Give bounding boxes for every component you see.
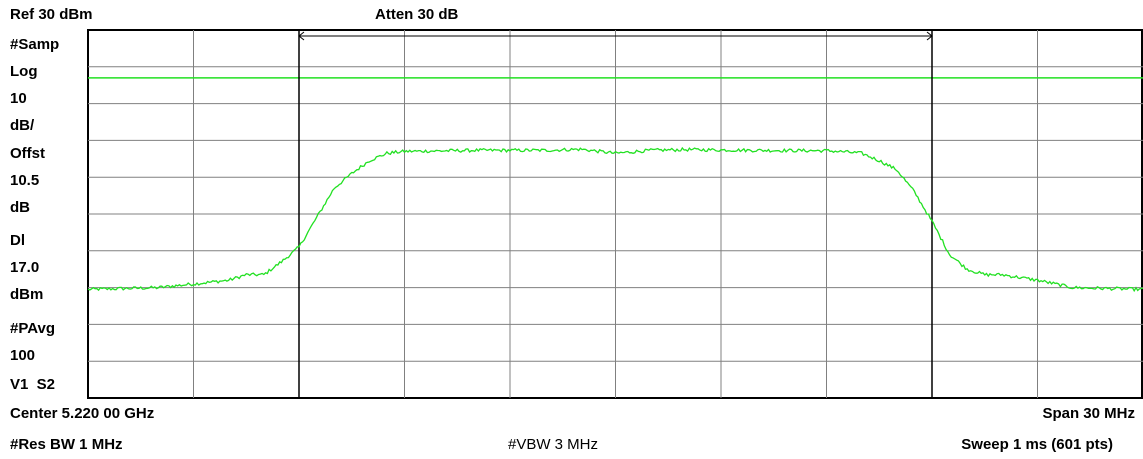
res-bw-label: #Res BW 1 MHz — [10, 436, 123, 453]
side-label: 10.5 — [10, 172, 40, 189]
side-label: Offst — [10, 145, 45, 162]
side-label: dB — [10, 199, 30, 216]
side-label: Log — [10, 63, 38, 80]
side-label: dB/ — [10, 117, 35, 134]
side-label: 10 — [10, 90, 27, 107]
span-label: Span 30 MHz — [1042, 405, 1135, 422]
side-label: dBm — [10, 286, 44, 303]
vbw-label: #VBW 3 MHz — [508, 436, 599, 453]
ref-level-label: Ref 30 dBm — [10, 6, 93, 23]
center-frequency-label: Center 5.220 00 GHz — [10, 405, 155, 422]
side-label: #PAvg — [10, 320, 56, 337]
channel-span-arrow — [298, 31, 305, 41]
side-label: V1 S2 — [10, 376, 56, 393]
spectrum-trace — [87, 146, 1143, 293]
marker-lines — [298, 30, 933, 398]
side-label: #Samp — [10, 36, 60, 53]
channel-span-arrow — [926, 31, 933, 41]
sweep-label: Sweep 1 ms (601 pts) — [961, 436, 1113, 453]
grid-lines — [88, 30, 1143, 398]
attenuation-label: Atten 30 dB — [375, 6, 459, 23]
side-label: Dl — [10, 232, 25, 249]
side-label: 100 — [10, 347, 36, 364]
side-label: 17.0 — [10, 259, 40, 276]
